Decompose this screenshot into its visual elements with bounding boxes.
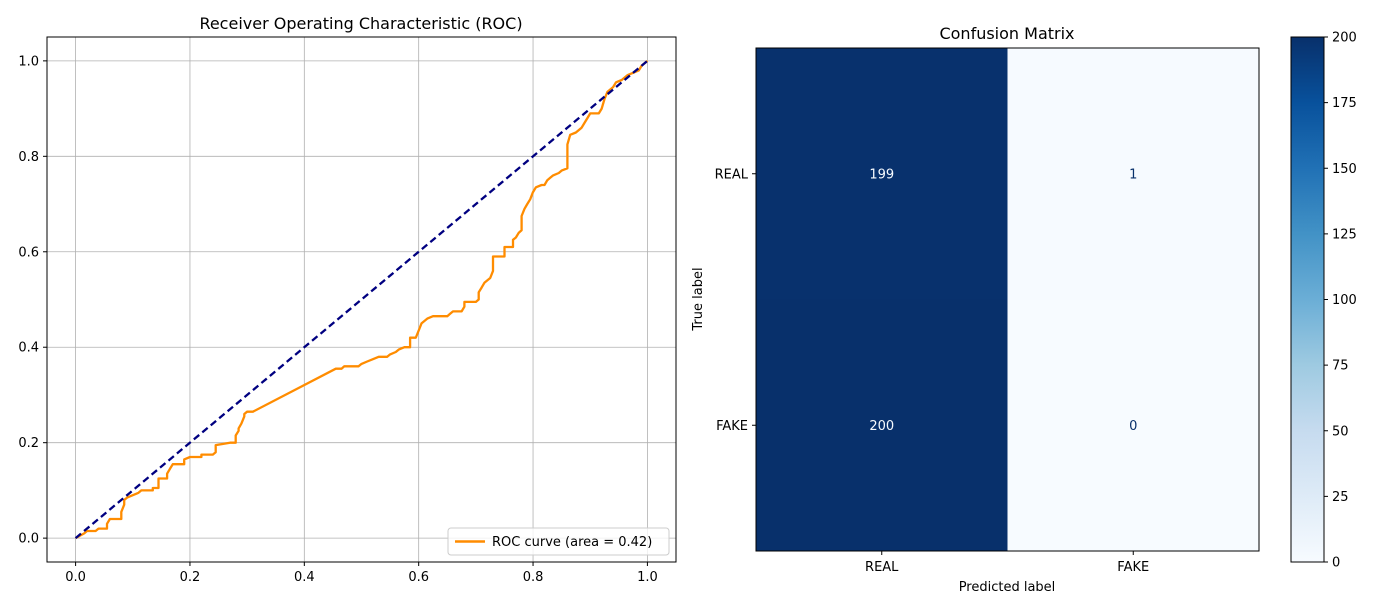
roc-x-tick-label: 0.8 xyxy=(523,570,544,585)
cm-cell xyxy=(756,48,1008,300)
roc-curve-line xyxy=(75,60,649,540)
roc-y-tick-label: 1.0 xyxy=(18,54,39,69)
roc-y-tick-label: 0.0 xyxy=(18,532,39,547)
confusion-matrix-chart: Confusion Matrix 199 1 200 0 REAL FAKE REAL F… xyxy=(691,24,1357,595)
roc-x-tick-label: 0.0 xyxy=(65,570,86,585)
cm-cells: 199 1 200 0 xyxy=(756,48,1259,551)
colorbar-tick-label: 0 xyxy=(1332,556,1340,571)
roc-x-tick-label: 0.6 xyxy=(408,570,429,585)
cm-cell xyxy=(1007,299,1259,551)
roc-x-ticks: 0.0 0.2 0.4 0.6 0.8 1.0 xyxy=(65,562,658,585)
colorbar-tick-label: 75 xyxy=(1332,359,1349,374)
colorbar-tick-label: 150 xyxy=(1332,162,1357,177)
cm-y-tick-label: FAKE xyxy=(716,419,748,434)
roc-title: Receiver Operating Characteristic (ROC) xyxy=(199,14,522,33)
cm-y-tick-label: REAL xyxy=(715,167,749,182)
colorbar-tick-label: 200 xyxy=(1332,31,1357,46)
chance-diagonal-line xyxy=(74,60,649,539)
colorbar: 0 25 50 75 100 125 150 175 200 xyxy=(1290,31,1357,571)
colorbar-gradient xyxy=(1290,36,1325,563)
legend-box xyxy=(447,527,670,556)
cm-cell-value: 200 xyxy=(869,419,894,434)
cm-cell xyxy=(1007,48,1259,300)
roc-x-tick-label: 1.0 xyxy=(637,570,658,585)
cm-cell-value: 0 xyxy=(1129,419,1137,434)
roc-x-tick-label: 0.2 xyxy=(180,570,201,585)
roc-legend: ROC curve (area = 0.42) xyxy=(447,527,670,556)
colorbar-tick-label: 125 xyxy=(1332,227,1357,242)
cm-x-ticks: REAL FAKE xyxy=(865,551,1149,575)
colorbar-tick-label: 100 xyxy=(1332,293,1357,308)
legend-roc-label: ROC curve (area = 0.42) xyxy=(492,535,652,550)
roc-lines xyxy=(74,60,649,540)
roc-x-tick-label: 0.4 xyxy=(294,570,315,585)
cm-x-tick-label: REAL xyxy=(865,560,899,575)
cm-title: Confusion Matrix xyxy=(939,24,1074,43)
cm-y-label: True label xyxy=(691,267,706,331)
cm-x-tick-label: FAKE xyxy=(1117,560,1149,575)
cm-frame xyxy=(755,47,1260,552)
roc-grid xyxy=(47,37,676,562)
cm-y-ticks: REAL FAKE xyxy=(715,167,756,434)
cm-cell-value: 199 xyxy=(869,167,894,182)
cm-x-label: Predicted label xyxy=(959,580,1056,595)
roc-chart: Receiver Operating Characteristic (ROC) … xyxy=(18,14,677,585)
colorbar-tick-label: 25 xyxy=(1332,490,1349,505)
roc-y-tick-label: 0.6 xyxy=(18,245,39,260)
roc-y-tick-label: 0.4 xyxy=(18,341,39,356)
roc-y-tick-label: 0.2 xyxy=(18,436,39,451)
colorbar-ticks: 0 25 50 75 100 125 150 175 200 xyxy=(1324,31,1357,571)
cm-cell-value: 1 xyxy=(1129,167,1137,182)
colorbar-tick-label: 175 xyxy=(1332,96,1357,111)
roc-y-tick-label: 0.8 xyxy=(18,150,39,165)
cm-cell xyxy=(756,299,1008,551)
roc-y-ticks: 0.0 0.2 0.4 0.6 0.8 1.0 xyxy=(18,54,47,547)
colorbar-tick-label: 50 xyxy=(1332,424,1349,439)
roc-axes-frame xyxy=(46,36,677,563)
